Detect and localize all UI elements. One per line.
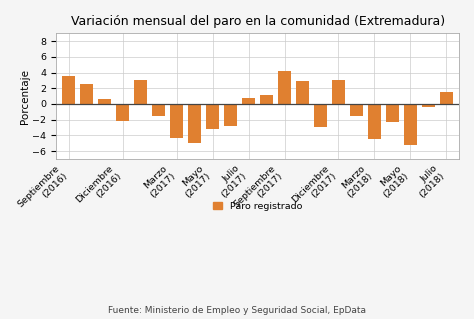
Legend: Paro registrado: Paro registrado	[209, 198, 306, 214]
Bar	[296, 81, 309, 104]
Bar	[98, 99, 111, 104]
Bar	[314, 104, 327, 127]
Y-axis label: Porcentaje: Porcentaje	[19, 69, 30, 124]
Bar	[404, 104, 417, 145]
Bar	[80, 84, 93, 104]
Bar	[242, 99, 255, 104]
Bar	[422, 104, 435, 107]
Bar	[350, 104, 363, 116]
Bar	[188, 104, 201, 143]
Text: Fuente: Ministerio de Empleo y Seguridad Social, EpData: Fuente: Ministerio de Empleo y Seguridad…	[108, 306, 366, 315]
Bar	[62, 76, 75, 104]
Bar	[332, 80, 345, 104]
Bar	[386, 104, 399, 122]
Bar	[440, 92, 453, 104]
Bar	[368, 104, 381, 138]
Bar	[116, 104, 129, 121]
Bar	[152, 104, 165, 116]
Bar	[170, 104, 183, 138]
Bar	[206, 104, 219, 129]
Bar	[224, 104, 237, 126]
Title: Variación mensual del paro en la comunidad (Extremadura): Variación mensual del paro en la comunid…	[71, 15, 445, 28]
Bar	[278, 71, 292, 104]
Bar	[134, 80, 147, 104]
Bar	[260, 94, 273, 104]
